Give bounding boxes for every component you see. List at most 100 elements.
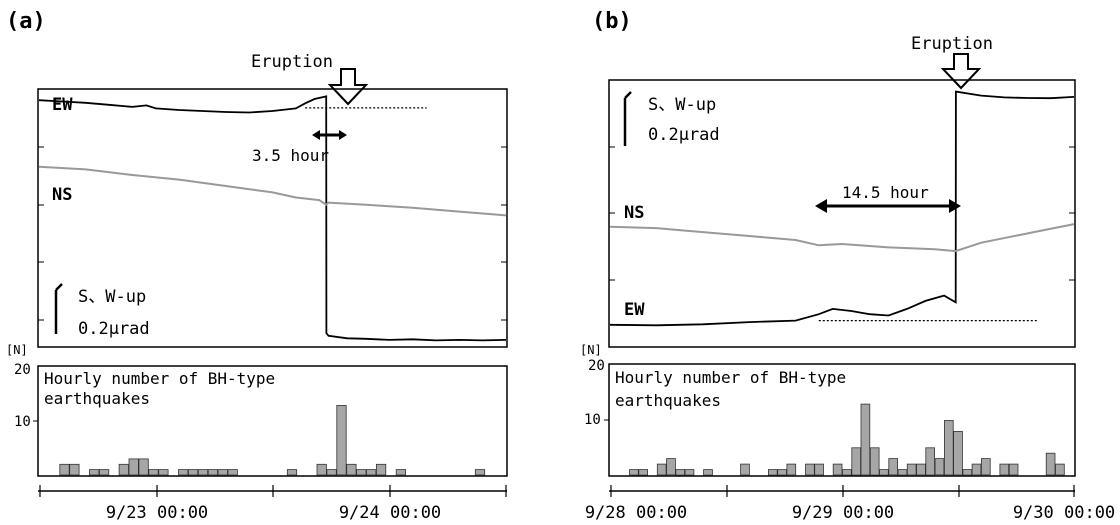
hist-bar xyxy=(805,463,815,476)
tilt-series-ns xyxy=(38,165,507,217)
panel-a-xtick-2: 9/24 00:00 xyxy=(339,503,441,523)
panel-b-hist-unit: [N] xyxy=(580,343,602,357)
panel-b-tilt-frame xyxy=(608,79,1076,348)
panel-a-hist-bars xyxy=(59,404,486,476)
hist-bar xyxy=(118,463,129,476)
panel-b-hist-title-line2: earthquakes xyxy=(615,391,721,410)
hist-bar xyxy=(1055,463,1065,476)
panel-a-eruption-arrow-icon xyxy=(327,68,369,106)
hist-bar xyxy=(217,469,228,476)
panel-a-scale-bar xyxy=(54,283,63,334)
hist-bar xyxy=(786,463,797,476)
tilt-series-ns xyxy=(609,223,1075,253)
hist-bar xyxy=(860,403,871,476)
hist-bar xyxy=(366,469,377,476)
panel-a-hist-title-line1: Hourly number of BH-type xyxy=(44,369,275,388)
hist-bar xyxy=(842,469,852,476)
hist-bar xyxy=(953,430,963,476)
panel-b-xtick-1: 9/28 00:00 xyxy=(585,503,687,523)
panel-a-scale-label-amount: 0.2μrad xyxy=(78,319,150,339)
hist-bar xyxy=(69,463,80,476)
panel-a-eruption-label: Eruption xyxy=(251,52,333,72)
hist-bar xyxy=(346,463,357,476)
hist-bar xyxy=(326,469,337,476)
panel-a-hist-ytick-10: 10 xyxy=(14,414,31,430)
panel-a-duration-arrow xyxy=(312,130,347,140)
panel-b-hist-ytick-20: 20 xyxy=(588,358,605,374)
hist-bar xyxy=(925,447,935,476)
hist-bar xyxy=(128,458,139,476)
hist-bar xyxy=(869,447,880,476)
panel-b-hist-ytick-10: 10 xyxy=(584,412,601,428)
panel-b-series-label-ew: EW xyxy=(624,300,645,320)
hist-bar xyxy=(971,463,982,476)
panel-b-xtick-2: 9/29 00:00 xyxy=(792,503,894,523)
hist-bar xyxy=(684,469,695,476)
panel-b-duration-arrow xyxy=(815,199,961,213)
hist-bar xyxy=(906,463,917,476)
hist-bar xyxy=(197,469,209,476)
hist-bar xyxy=(99,469,110,476)
panel-b-series-label-ns: NS xyxy=(624,203,644,223)
hist-bar xyxy=(740,463,750,476)
hist-bar xyxy=(375,463,387,476)
hist-bar xyxy=(1008,463,1019,476)
hist-bar xyxy=(666,458,676,476)
hist-bar xyxy=(675,469,685,476)
panel-a-series-label-ns: NS xyxy=(52,185,72,205)
hist-bar xyxy=(999,463,1010,476)
panel-b-xtick-3: 9/30 00:00 xyxy=(1013,503,1115,523)
hist-bar xyxy=(777,469,787,476)
hist-bar xyxy=(832,463,843,476)
hist-bar xyxy=(888,458,898,476)
hist-bar xyxy=(934,458,945,476)
hist-bar xyxy=(395,469,407,476)
hist-bar xyxy=(207,469,218,476)
panel-b-label: (b) xyxy=(592,9,632,34)
hist-bar xyxy=(178,469,189,476)
panel-a-duration-label: 3.5 hour xyxy=(252,146,329,165)
hist-bar xyxy=(944,420,954,476)
panel-a-scale-label-direction: S、W-up xyxy=(78,287,146,307)
panel-a-hist-title-line2: earthquakes xyxy=(44,389,150,408)
hist-bar xyxy=(187,469,199,476)
hist-bar xyxy=(638,469,648,476)
panel-a: (a) Eruption EW NS 3.5 hour S、W-up 0.2μr… xyxy=(6,9,508,523)
hist-bar xyxy=(851,447,861,476)
panel-a-time-ticks xyxy=(39,485,507,497)
panel-b-hist-bars xyxy=(629,403,1065,476)
hist-bar xyxy=(148,469,159,476)
hist-bar xyxy=(981,458,991,476)
hist-bar xyxy=(916,463,926,476)
panel-a-xtick-1: 9/23 00:00 xyxy=(106,503,208,523)
panel-b-scale-label-direction: S、W-up xyxy=(648,95,716,115)
panel-a-tilt-frame xyxy=(37,88,508,348)
panel-b-duration-label: 14.5 hour xyxy=(842,183,929,202)
panel-b-scale-label-amount: 0.2μrad xyxy=(648,125,720,145)
panel-a-series-label-ew: EW xyxy=(52,95,73,115)
panel-a-hist-unit: [N] xyxy=(6,343,28,357)
hist-bar xyxy=(1045,452,1056,476)
hist-bar xyxy=(158,469,169,476)
hist-bar xyxy=(138,458,149,476)
panel-b: (b) Eruption NS EW 14.5 hour S、W-up 0.2μ… xyxy=(580,9,1115,523)
panel-a-label: (a) xyxy=(6,9,46,34)
hist-bar xyxy=(336,404,347,476)
hist-bar xyxy=(356,469,367,476)
hist-bar xyxy=(962,469,973,476)
hist-bar xyxy=(89,469,100,476)
hist-bar xyxy=(629,469,639,476)
panel-b-scale-bar xyxy=(623,91,632,146)
hist-bar xyxy=(703,469,713,476)
hist-bar xyxy=(474,469,486,476)
panel-a-hist-ytick-20: 20 xyxy=(14,362,31,378)
panel-b-tilt-yticks xyxy=(609,146,1075,281)
panel-a-tilt-plot xyxy=(38,95,507,342)
hist-bar xyxy=(316,463,327,476)
tilt-series-ew xyxy=(609,90,1075,327)
tilt-series-ew xyxy=(38,95,507,342)
hist-bar xyxy=(768,469,778,476)
hist-bar xyxy=(286,469,298,476)
panel-b-hist-title-line1: Hourly number of BH-type xyxy=(615,368,846,387)
